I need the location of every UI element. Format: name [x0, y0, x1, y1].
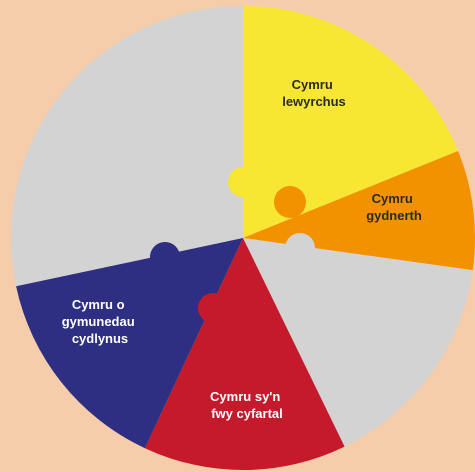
label-line: Cymru	[292, 77, 333, 92]
segment-red	[144, 238, 345, 470]
label-orange: Cymru gydnerth	[366, 191, 422, 223]
label-line: Cymru	[372, 191, 413, 206]
knob-blue	[150, 242, 180, 272]
knob-orange	[274, 186, 306, 218]
label-line: gymunedau	[62, 314, 135, 329]
knob-yellow	[228, 167, 258, 197]
label-line: gydnerth	[366, 208, 422, 223]
segment-grey-right	[243, 238, 473, 447]
segment-blue	[16, 238, 243, 449]
label-line: fwy cyfartal	[211, 406, 283, 421]
knob-red	[198, 293, 228, 323]
label-line: cydlynus	[72, 331, 128, 346]
label-red: Cymru sy'n fwy cyfartal	[210, 389, 284, 421]
knob-grey	[285, 233, 315, 263]
label-yellow: Cymru lewyrchus	[282, 77, 346, 109]
label-line: Cymru sy'n	[210, 389, 280, 404]
knob-grey-left	[181, 196, 209, 224]
segment-yellow	[243, 5, 459, 238]
label-line: lewyrchus	[282, 94, 346, 109]
label-line: Cymru o	[72, 297, 125, 312]
label-blue: Cymru o gymunedau cydlynus	[62, 297, 139, 346]
